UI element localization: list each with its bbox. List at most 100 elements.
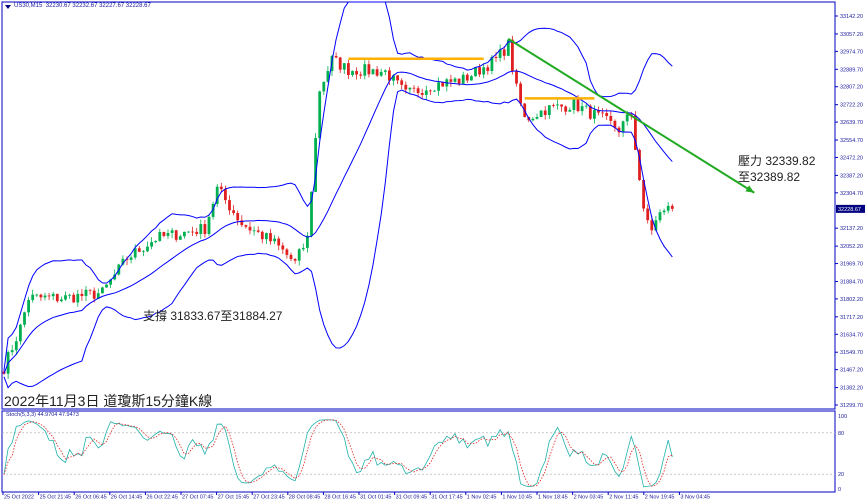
x-tick-label: 28 Oct 08:45 [289, 495, 321, 501]
candle-body [293, 259, 297, 261]
current-price-label: 32228.67 [838, 207, 861, 213]
candle-body [183, 231, 186, 237]
candle-body [35, 294, 39, 296]
candle-body [72, 294, 76, 303]
candle-body [195, 231, 199, 234]
candle-body [453, 78, 457, 82]
y-tick-label: 31467.20 [840, 368, 863, 374]
candle-body [215, 186, 219, 204]
candle-body [113, 274, 117, 280]
main-pane-frame [1, 1, 836, 410]
candle-body [396, 75, 399, 81]
x-tick-label: 25 Oct 21:45 [40, 495, 72, 501]
candle-body [461, 74, 465, 84]
candle-body [166, 232, 170, 236]
candle-body [351, 71, 354, 76]
candle-body [371, 69, 375, 75]
candle-body [593, 110, 596, 119]
candle-body [375, 69, 379, 76]
candle-body [392, 75, 395, 81]
candle-body [301, 247, 305, 250]
candle-body [285, 249, 289, 255]
candle-body [666, 205, 670, 211]
candle-body [297, 249, 301, 261]
ohlc-values: 32230.67 32232.67 32227.67 32228.67 [45, 3, 151, 9]
candle-body [146, 246, 149, 252]
candle-body [96, 293, 100, 299]
y-tick-label: 32304.70 [840, 191, 863, 197]
x-tick-label: 27 Oct 23:45 [253, 495, 285, 501]
candle-body [101, 287, 104, 294]
candles [2, 35, 674, 379]
candle-body [125, 258, 129, 260]
candle-body [338, 57, 342, 70]
y-tick-label: 32137.20 [840, 226, 863, 232]
candle-body [92, 290, 96, 299]
candle-body [662, 210, 666, 213]
candle-body [199, 224, 203, 234]
candle-body [609, 116, 613, 121]
candle-body [601, 112, 604, 114]
candle-body [133, 248, 137, 258]
candle-body [51, 293, 55, 297]
candle-body [474, 67, 477, 77]
candle-body [60, 299, 63, 302]
candle-body [543, 110, 547, 116]
candle-body [47, 295, 51, 297]
candle-body [27, 300, 30, 313]
candle-body [416, 88, 420, 93]
candle-body [228, 200, 231, 211]
y-tick-label: 31717.20 [840, 315, 863, 321]
candle-body [137, 248, 141, 252]
candle-body [55, 293, 59, 302]
candle-body [490, 56, 494, 72]
candle-body [39, 294, 43, 298]
candle-body [478, 67, 481, 75]
candle-body [334, 56, 338, 58]
candle-body [68, 294, 71, 296]
candle-body [597, 110, 600, 113]
candle-body [433, 90, 436, 92]
candle-body [531, 118, 535, 121]
candle-body [80, 293, 84, 297]
candle-body [449, 79, 453, 82]
candle-body [236, 213, 240, 221]
candle-body [400, 80, 404, 85]
candle-body [519, 83, 522, 104]
dropdown-triangle-icon[interactable] [5, 5, 11, 9]
x-tick-label: 31 Oct 17:45 [431, 495, 463, 501]
candle-body [547, 105, 551, 116]
arrowhead-icon [745, 185, 755, 193]
candle-body [248, 226, 252, 231]
candle-body [306, 235, 309, 248]
candle-body [576, 98, 580, 112]
y-tick-label: 32472.20 [840, 155, 863, 161]
candle-body [470, 76, 473, 81]
candle-body [314, 138, 317, 192]
resistance-annotation-1: 壓力 32339.82 [738, 154, 816, 168]
candle-body [568, 109, 572, 112]
candle-body [515, 71, 518, 84]
candle-body [121, 258, 125, 265]
stochastic-main-line [3, 419, 673, 488]
candle-body [162, 231, 166, 236]
x-tick-label: 26 Oct 06:45 [75, 495, 107, 501]
candle-body [429, 90, 432, 92]
y-tick-label: 32889.70 [840, 67, 863, 73]
y-tick-label: 32974.70 [840, 49, 863, 55]
candle-body [191, 231, 194, 233]
candle-body [412, 87, 416, 89]
candle-body [31, 294, 35, 301]
stochastic-tick-label: 80 [838, 431, 844, 437]
x-tick-label: 2 Nov 11:45 [609, 495, 638, 501]
candle-body [170, 230, 174, 233]
candle-body [613, 120, 617, 128]
x-tick-label: 1 Nov 02:45 [467, 495, 497, 501]
candle-body [318, 91, 322, 139]
candle-body [404, 84, 408, 90]
candle-body [240, 220, 244, 226]
y-tick-label: 32807.20 [840, 85, 863, 91]
x-tick-label: 25 Oct 2022 [4, 495, 34, 501]
candle-body [363, 64, 367, 76]
